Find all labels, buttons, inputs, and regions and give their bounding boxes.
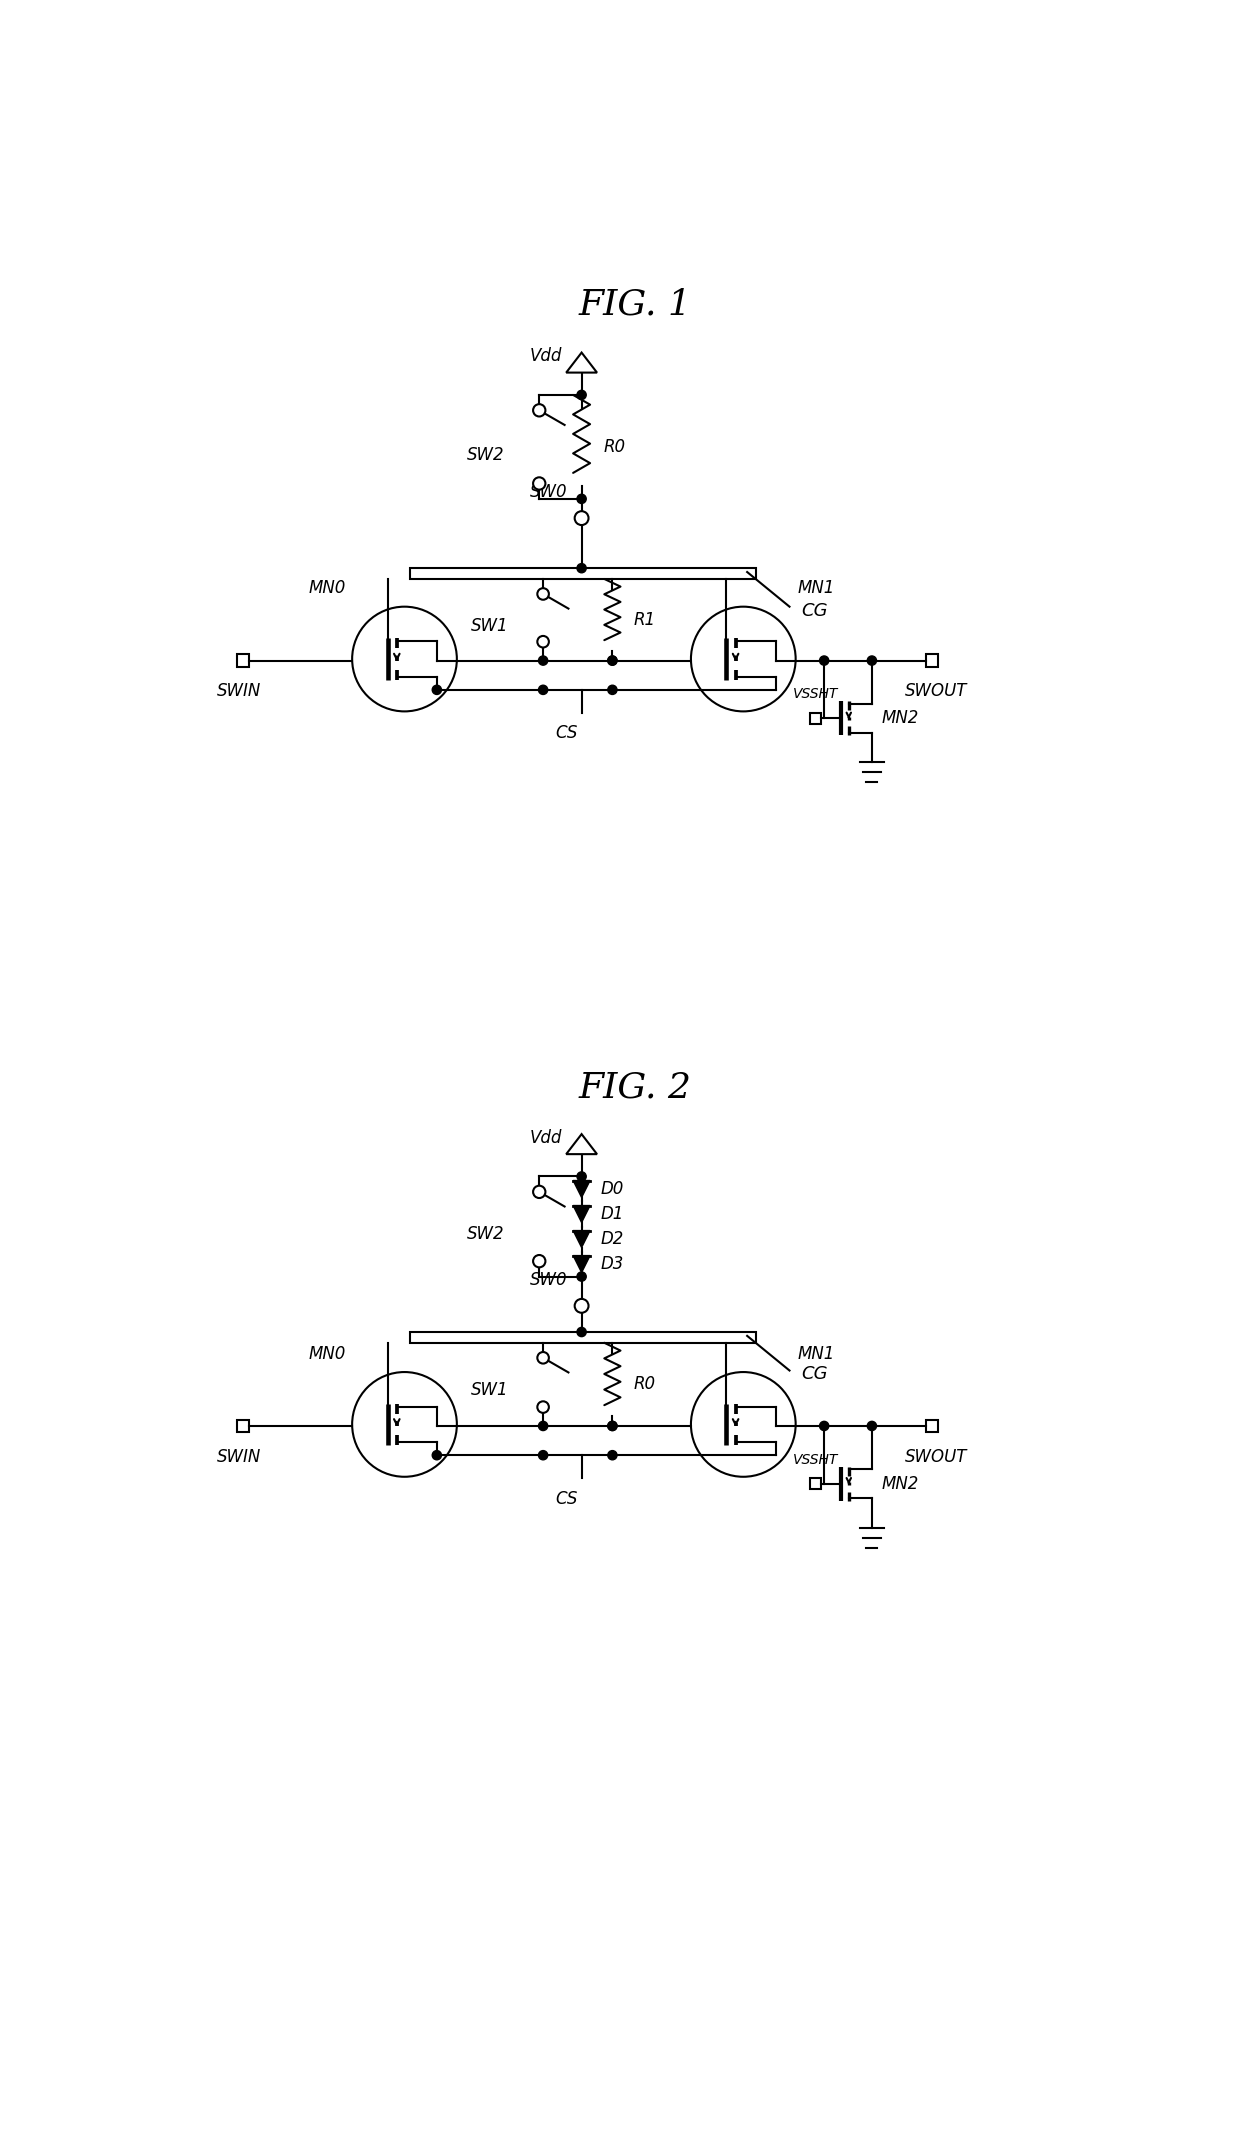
Text: R0: R0 <box>634 1376 655 1393</box>
Text: SWOUT: SWOUT <box>905 1448 967 1465</box>
Circle shape <box>867 1420 877 1431</box>
Text: Vdd: Vdd <box>529 1130 563 1147</box>
Text: Vdd: Vdd <box>529 348 563 365</box>
Text: SWIN: SWIN <box>217 681 262 701</box>
Circle shape <box>867 656 877 664</box>
Text: MN0: MN0 <box>309 579 346 598</box>
Circle shape <box>608 656 618 664</box>
Bar <box>410 1333 756 1344</box>
Bar <box>926 1420 939 1431</box>
Polygon shape <box>573 1230 590 1247</box>
Polygon shape <box>573 1181 590 1198</box>
Circle shape <box>577 564 587 572</box>
Circle shape <box>577 1326 587 1337</box>
Circle shape <box>608 686 618 694</box>
Circle shape <box>574 1299 589 1314</box>
Circle shape <box>538 686 548 694</box>
Circle shape <box>538 656 548 664</box>
Circle shape <box>820 1420 828 1431</box>
Circle shape <box>574 511 589 525</box>
Text: D0: D0 <box>601 1179 624 1198</box>
Text: VSSHT: VSSHT <box>794 688 838 701</box>
Text: D1: D1 <box>601 1205 624 1224</box>
Polygon shape <box>573 1205 590 1222</box>
Text: CG: CG <box>801 602 827 619</box>
Circle shape <box>537 587 549 600</box>
Text: SW2: SW2 <box>467 1226 505 1243</box>
Text: MN0: MN0 <box>309 1346 346 1363</box>
Text: D2: D2 <box>601 1230 624 1247</box>
Text: FIG. 1: FIG. 1 <box>579 286 692 320</box>
Text: SW1: SW1 <box>471 1382 508 1399</box>
Text: CS: CS <box>556 1491 578 1508</box>
Circle shape <box>533 404 546 417</box>
Circle shape <box>577 1173 587 1181</box>
Circle shape <box>537 1352 549 1363</box>
Circle shape <box>537 637 549 647</box>
Text: MN2: MN2 <box>882 1474 919 1493</box>
Text: MN1: MN1 <box>797 579 835 598</box>
Bar <box>410 568 756 579</box>
Text: CG: CG <box>801 1365 827 1384</box>
Bar <box>810 713 821 724</box>
Polygon shape <box>573 1256 590 1273</box>
Circle shape <box>608 1420 618 1431</box>
Circle shape <box>577 1271 587 1282</box>
Text: MN1: MN1 <box>797 1346 835 1363</box>
Text: SWIN: SWIN <box>217 1448 262 1465</box>
Circle shape <box>533 476 546 489</box>
Text: R1: R1 <box>634 611 655 628</box>
Circle shape <box>577 391 587 399</box>
Text: SW0: SW0 <box>531 483 568 502</box>
Circle shape <box>533 1185 546 1198</box>
Bar <box>926 654 939 666</box>
Bar <box>237 654 249 666</box>
Text: MN2: MN2 <box>882 709 919 728</box>
Circle shape <box>538 1420 548 1431</box>
Circle shape <box>820 656 828 664</box>
Text: SWOUT: SWOUT <box>905 681 967 701</box>
Text: R0: R0 <box>603 438 625 455</box>
Text: D3: D3 <box>601 1256 624 1273</box>
Circle shape <box>538 1450 548 1459</box>
Text: SW1: SW1 <box>471 617 508 634</box>
Circle shape <box>533 1256 546 1267</box>
Text: SW2: SW2 <box>467 446 505 464</box>
Circle shape <box>608 1450 618 1459</box>
Bar <box>810 1478 821 1489</box>
Text: VSSHT: VSSHT <box>794 1452 838 1467</box>
Circle shape <box>433 686 441 694</box>
Circle shape <box>577 493 587 504</box>
Text: FIG. 2: FIG. 2 <box>579 1070 692 1104</box>
Circle shape <box>608 656 618 664</box>
Circle shape <box>608 1420 618 1431</box>
Circle shape <box>433 1450 441 1459</box>
Text: CS: CS <box>556 724 578 743</box>
Text: SW0: SW0 <box>531 1271 568 1288</box>
Bar <box>237 1420 249 1431</box>
Circle shape <box>537 1401 549 1412</box>
